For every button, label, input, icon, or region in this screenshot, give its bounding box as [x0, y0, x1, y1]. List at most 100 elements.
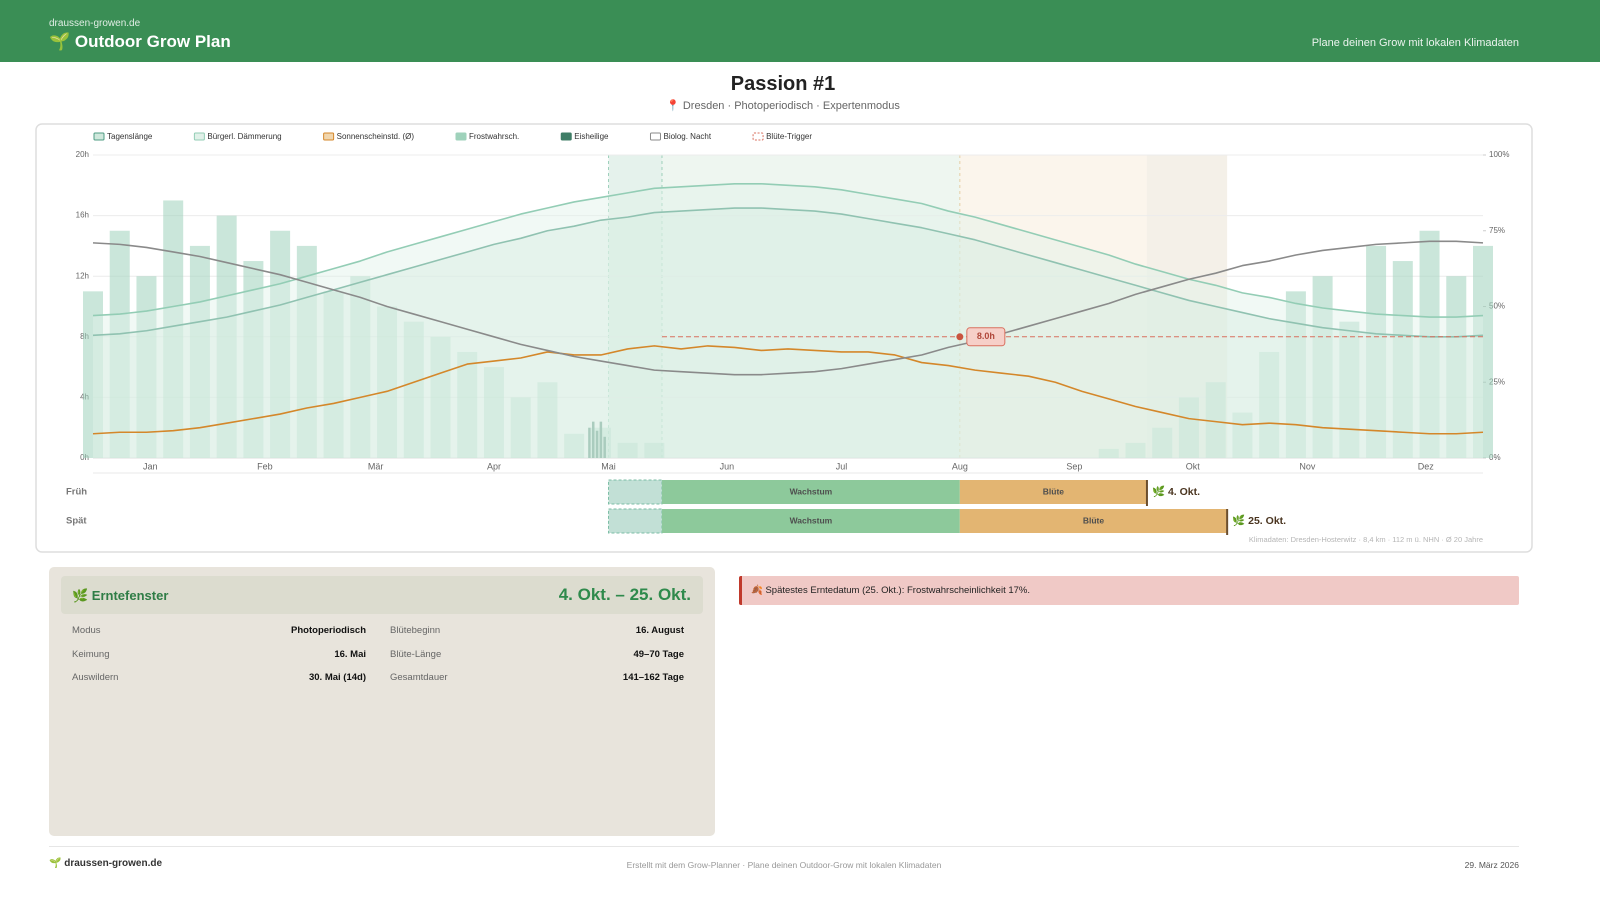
harvest-label: 🌿 25. Okt. [1232, 514, 1286, 527]
phase-bar [959, 509, 1228, 533]
bar [83, 291, 103, 458]
trigger-point [956, 333, 964, 341]
harvest-card: 🌿 Erntefenster 4. Okt. – 25. Okt. Modus P… [49, 567, 715, 836]
legend-swatch [649, 132, 661, 141]
trigger-badge [966, 327, 1006, 347]
footer-brand[interactable]: 🌱 draussen-growen.de [49, 858, 163, 869]
bar [377, 306, 398, 458]
field-label: Keimung [72, 648, 110, 660]
legend-label: Biolog. Nacht [663, 132, 711, 141]
field-label: Gesamtdauer [390, 672, 448, 683]
bar [1419, 230, 1440, 458]
harvest-title: 🌿 Erntefenster [72, 588, 169, 603]
y-tick-label: 12h [76, 271, 89, 280]
phase-bar [661, 480, 960, 504]
harvest-label: 🌿 4. Okt. [1152, 485, 1200, 498]
x-tick-label: Jul [836, 461, 848, 471]
area [93, 208, 1483, 458]
bar [457, 351, 478, 458]
legend-label: Sonnenscheinstd. (Ø) [337, 132, 415, 141]
x-tick-label: Jun [720, 461, 735, 471]
phase-bar [661, 509, 960, 533]
line [92, 207, 1484, 338]
bar [510, 397, 531, 458]
bar [588, 427, 591, 458]
bar [537, 382, 558, 458]
line [92, 240, 1484, 376]
app-title[interactable]: 🌱 Outdoor Grow Plan [49, 32, 231, 51]
y2-tick-label: 50% [1489, 302, 1505, 311]
legend-label: Blüte-Trigger [766, 132, 812, 141]
field-label: Auswildern [72, 672, 119, 683]
bar [109, 230, 130, 458]
germination-phase [608, 479, 663, 505]
field-label: Blüte-Länge [390, 648, 442, 660]
legend-label: Frostwahrsch. [469, 132, 519, 141]
phase-label: Blüte [1043, 486, 1065, 496]
bar [1446, 276, 1467, 458]
legend-swatch [93, 132, 105, 141]
legend-swatch [455, 132, 467, 141]
bar [430, 336, 451, 458]
tagline: Plane deinen Grow mit lokalen Klimadaten [1311, 37, 1519, 49]
legend-swatch [323, 132, 335, 141]
header: draussen-growen.de 🌱 Outdoor Grow Plan P… [0, 0, 1600, 62]
x-tick-label: Dez [1418, 461, 1435, 471]
phase-label: Wachstum [790, 515, 833, 525]
bar [1285, 291, 1306, 458]
x-tick-label: Sep [1066, 461, 1082, 471]
chart: 0h4h8h12h16h20h0%25%50%75%100%JanFebMärA… [35, 123, 1533, 553]
x-tick-label: Mai [601, 461, 616, 471]
bar [1205, 382, 1226, 458]
field-value: 49–70 Tage [633, 648, 684, 660]
harvest-range: 4. Okt. – 25. Okt. [558, 585, 691, 604]
legend-swatch [560, 132, 572, 141]
field-value: 141–162 Tage [622, 672, 684, 683]
phase-zone [661, 155, 960, 458]
bar [1392, 261, 1413, 458]
bar [617, 442, 638, 458]
field-label: Blütebeginn [390, 625, 441, 636]
germination-phase [608, 508, 663, 534]
bar [644, 442, 665, 458]
bar [1473, 245, 1493, 458]
y2-tick-label: 75% [1489, 226, 1505, 235]
plan-title: Passion #1 [730, 73, 836, 95]
bar [603, 436, 606, 458]
bar [136, 276, 157, 458]
line [92, 345, 1484, 435]
x-tick-label: Feb [257, 461, 273, 471]
field-value: 30. Mai (14d) [308, 672, 366, 683]
bar [1098, 448, 1119, 458]
footer-date: 29. März 2026 [1464, 860, 1519, 870]
bar [595, 430, 599, 458]
trigger-label: 8.0h [977, 331, 995, 341]
field-label: Modus [72, 625, 101, 636]
frost-alert: 🍂 Spätestes Erntedatum (25. Okt.): Frost… [739, 576, 1519, 605]
line [92, 182, 1484, 318]
bar [1178, 397, 1199, 458]
site-name[interactable]: draussen-growen.de [49, 18, 141, 29]
source-note: Klimadaten: Dresden-Hosterwitz · 8,4 km … [1249, 535, 1483, 544]
footer-note: Erstellt mit dem Grow-Planner · Plane de… [626, 860, 942, 870]
area [93, 183, 1483, 458]
bar [350, 276, 371, 458]
legend-swatch [193, 132, 205, 141]
bar [1339, 321, 1360, 458]
y2-tick-label: 0% [1489, 453, 1501, 462]
x-tick-label: Mär [368, 461, 384, 471]
bar [163, 200, 184, 458]
bar [189, 245, 210, 458]
x-tick-label: Nov [1299, 461, 1316, 471]
bar [1312, 276, 1333, 458]
phase-label: Blüte [1083, 515, 1105, 525]
bar [483, 367, 504, 458]
x-tick-label: Apr [487, 461, 501, 471]
x-tick-label: Aug [952, 461, 968, 471]
bar [270, 230, 291, 458]
x-tick-label: Jan [143, 461, 158, 471]
phase-label: Wachstum [790, 486, 833, 496]
footer-divider [49, 846, 1519, 847]
bar [599, 421, 603, 458]
